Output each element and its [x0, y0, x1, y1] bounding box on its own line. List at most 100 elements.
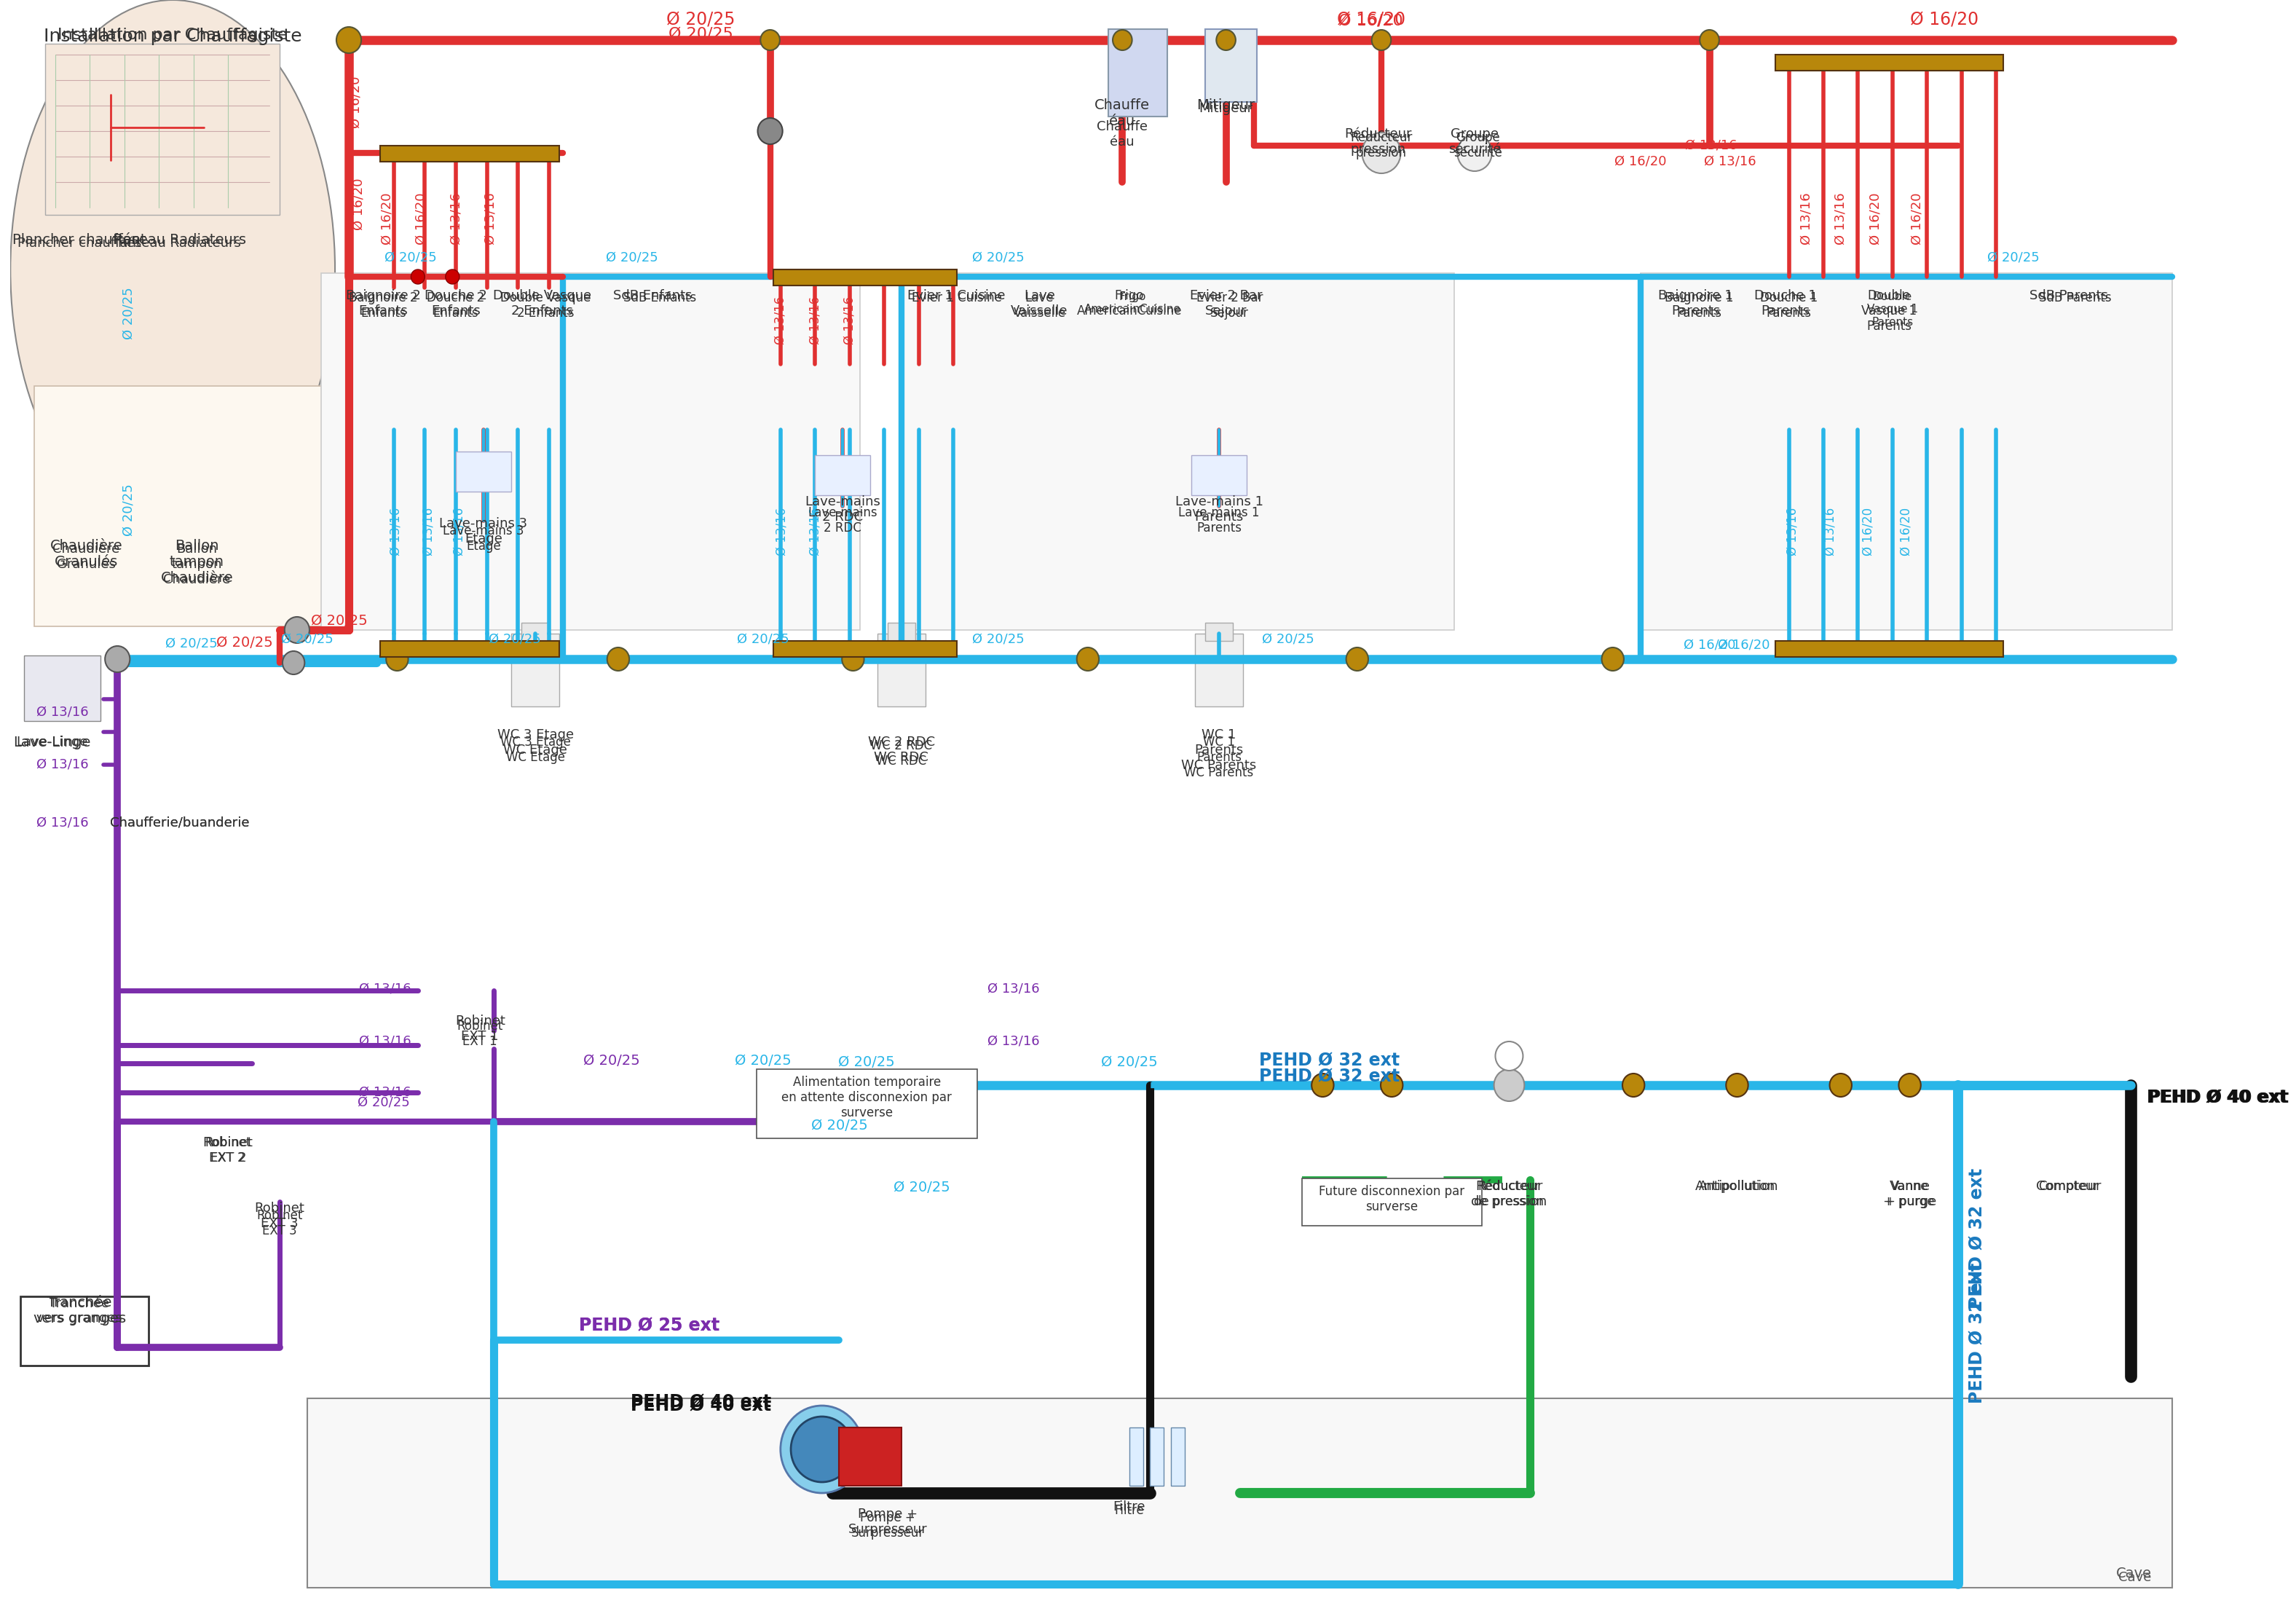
- Text: Ø 20/25: Ø 20/25: [1102, 1055, 1157, 1069]
- Text: Ø 13/16: Ø 13/16: [358, 983, 411, 995]
- Text: SdB Parents: SdB Parents: [2030, 289, 2108, 303]
- Text: Ø 13/16: Ø 13/16: [774, 297, 788, 345]
- Text: Ø 20/25: Ø 20/25: [122, 287, 135, 340]
- Text: Antipollution: Antipollution: [1699, 1180, 1775, 1193]
- Text: Future disconnexion par
surverse: Future disconnexion par surverse: [1318, 1185, 1465, 1213]
- Text: Ø 13/16: Ø 13/16: [452, 508, 466, 556]
- Bar: [1205, 29, 1256, 103]
- Circle shape: [1380, 1074, 1403, 1096]
- Bar: [1205, 622, 1233, 641]
- Text: Ø 16/20: Ø 16/20: [1339, 13, 1403, 27]
- Text: Mitigeur: Mitigeur: [1196, 98, 1256, 112]
- Circle shape: [1727, 1074, 1747, 1096]
- Text: Chauffe
éau: Chauffe éau: [1095, 98, 1150, 128]
- Text: Baignoire 1
Parents: Baignoire 1 Parents: [1665, 292, 1733, 319]
- Circle shape: [790, 1417, 854, 1483]
- Text: Ø 16/20: Ø 16/20: [1910, 192, 1924, 245]
- Text: Douche 2
Enfants: Douche 2 Enfants: [427, 292, 484, 319]
- Text: Ø 20/25: Ø 20/25: [386, 250, 436, 263]
- Text: Ø 13/16: Ø 13/16: [1800, 192, 1814, 245]
- Bar: [1130, 1428, 1143, 1486]
- Circle shape: [1495, 1069, 1525, 1101]
- Text: Lave-mains 3
Etage: Lave-mains 3 Etage: [443, 524, 523, 553]
- Text: Ø 13/16: Ø 13/16: [37, 758, 90, 771]
- Text: Robinet
EXT 2: Robinet EXT 2: [202, 1137, 253, 1164]
- Text: Ø 16/20: Ø 16/20: [1899, 508, 1913, 556]
- Bar: [379, 146, 560, 162]
- Text: Ø 16/20: Ø 16/20: [1910, 10, 1979, 27]
- Text: Robinet
EXT 2: Robinet EXT 2: [204, 1137, 250, 1164]
- Text: Chaufferie/buanderie: Chaufferie/buanderie: [110, 816, 250, 829]
- Circle shape: [1077, 648, 1100, 670]
- Text: Réducteur
de pression: Réducteur de pression: [1472, 1180, 1548, 1209]
- Text: Ø 20/25: Ø 20/25: [1988, 250, 2039, 263]
- Text: Double
Vasque 1
Parents: Double Vasque 1 Parents: [1867, 292, 1917, 327]
- Text: Ø 20/25: Ø 20/25: [280, 633, 333, 646]
- Bar: [815, 455, 870, 495]
- Text: Evier 1 Cuisine: Evier 1 Cuisine: [912, 292, 1001, 305]
- Text: WC 2 RDC
WC RDC: WC 2 RDC WC RDC: [870, 739, 932, 768]
- Text: Ø 13/16: Ø 13/16: [1786, 508, 1798, 556]
- Text: Ø 13/16: Ø 13/16: [1704, 154, 1756, 167]
- Circle shape: [1311, 1074, 1334, 1096]
- Text: Ø 13/16: Ø 13/16: [390, 508, 402, 556]
- Bar: [774, 269, 957, 285]
- Text: Ballon
tampon
Chaudière: Ballon tampon Chaudière: [163, 542, 230, 587]
- Text: Installation par Chauffagiste: Installation par Chauffagiste: [57, 27, 287, 42]
- Bar: [457, 452, 512, 492]
- Text: WC 1
Parents
WC Parents: WC 1 Parents WC Parents: [1182, 728, 1256, 771]
- Bar: [1192, 455, 1247, 495]
- Text: Ø 13/16: Ø 13/16: [808, 508, 822, 556]
- Text: Lave-mains
2 RDC: Lave-mains 2 RDC: [806, 495, 879, 524]
- Text: Ø 20/25: Ø 20/25: [971, 250, 1024, 263]
- Text: Ø 13/16: Ø 13/16: [987, 1036, 1040, 1048]
- Text: Ø 20/25: Ø 20/25: [358, 1095, 409, 1109]
- Text: Vanne
+ purge: Vanne + purge: [1883, 1180, 1936, 1209]
- Bar: [1302, 1178, 1481, 1226]
- Text: Lave-Linge: Lave-Linge: [14, 736, 90, 750]
- Bar: [308, 1398, 2172, 1587]
- Circle shape: [1623, 1074, 1644, 1096]
- Text: Ø 20/25: Ø 20/25: [122, 484, 135, 535]
- Text: Ø 13/16: Ø 13/16: [450, 192, 461, 245]
- Text: Chauffe
éau: Chauffe éau: [1097, 120, 1148, 149]
- Bar: [755, 1069, 978, 1138]
- Text: Ø 13/16: Ø 13/16: [358, 1085, 411, 1100]
- Text: Vanne
+ purge: Vanne + purge: [1885, 1180, 1933, 1209]
- Text: Ø 20/25: Ø 20/25: [489, 633, 540, 646]
- Text: WC 3 Etage
WC Etage: WC 3 Etage WC Etage: [496, 728, 574, 757]
- Bar: [902, 273, 1453, 630]
- Circle shape: [1345, 648, 1368, 670]
- Circle shape: [1458, 135, 1492, 172]
- Text: Ø 20/25: Ø 20/25: [810, 1119, 868, 1132]
- Text: Ø 16/20: Ø 16/20: [1614, 154, 1667, 167]
- Text: Ø 16/20: Ø 16/20: [351, 178, 365, 229]
- Text: PEHD Ø 32 ext: PEHD Ø 32 ext: [1968, 1169, 1986, 1308]
- Text: Chaufferie/buanderie: Chaufferie/buanderie: [110, 816, 250, 829]
- Text: Pompe +
Surpresseur: Pompe + Surpresseur: [852, 1512, 923, 1539]
- Text: Chaudière
Granulés: Chaudière Granulés: [51, 539, 122, 569]
- Text: PEHD Ø 40 ext: PEHD Ø 40 ext: [631, 1393, 771, 1411]
- Text: Ø 13/16: Ø 13/16: [1835, 192, 1848, 245]
- Text: Ø 13/16: Ø 13/16: [484, 192, 496, 245]
- Text: Ø 20/25: Ø 20/25: [583, 1053, 641, 1068]
- Text: Réseau Radiateurs: Réseau Radiateurs: [113, 232, 246, 247]
- Text: Lave-mains
2 RDC: Lave-mains 2 RDC: [808, 507, 877, 534]
- Bar: [521, 622, 549, 641]
- Text: Robinet
EXT 3: Robinet EXT 3: [255, 1202, 305, 1230]
- Bar: [1171, 1428, 1185, 1486]
- Text: Ø 20/25: Ø 20/25: [737, 633, 790, 646]
- Bar: [21, 1297, 149, 1366]
- Text: Plancher chauffant: Plancher chauffant: [18, 237, 142, 250]
- Circle shape: [1371, 30, 1391, 50]
- Text: SdB Parents: SdB Parents: [2039, 292, 2112, 305]
- Bar: [877, 633, 925, 707]
- Bar: [46, 43, 280, 215]
- Text: Ballon
tampon
Chaudière: Ballon tampon Chaudière: [161, 539, 234, 585]
- Bar: [774, 641, 957, 657]
- Text: SdB Enfants: SdB Enfants: [613, 289, 691, 303]
- Text: Baignoire 2
Enfants: Baignoire 2 Enfants: [347, 289, 420, 317]
- Text: Groupe
sécurité: Groupe sécurité: [1449, 128, 1502, 155]
- Text: Ø 20/25: Ø 20/25: [165, 636, 218, 649]
- Circle shape: [1830, 1074, 1853, 1096]
